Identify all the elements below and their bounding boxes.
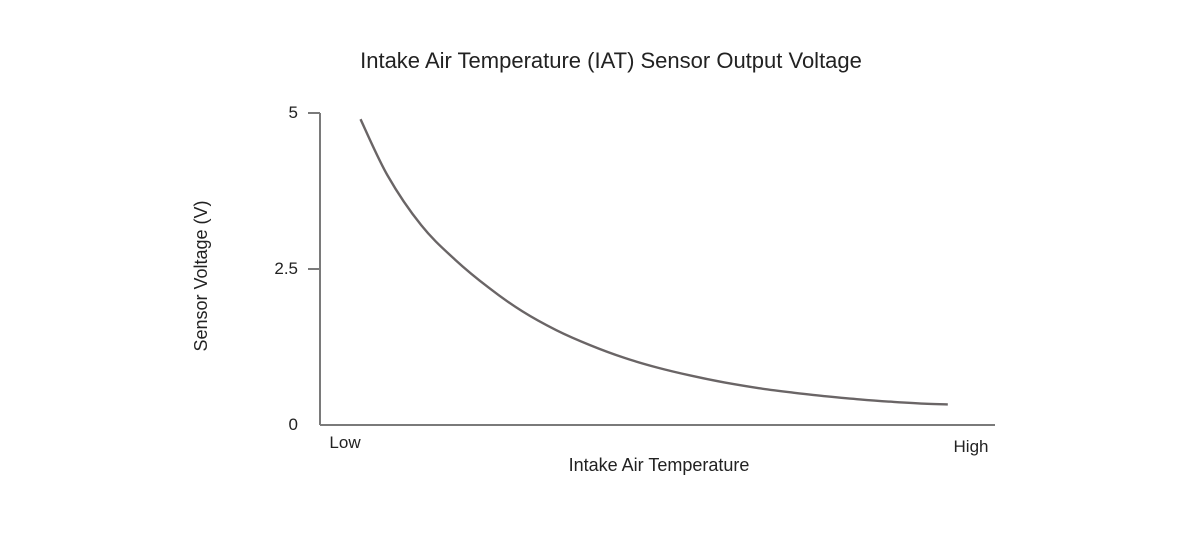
y-axis-label: Sensor Voltage (V) bbox=[191, 200, 211, 351]
x-axis-label: Intake Air Temperature bbox=[569, 455, 750, 475]
voltage-curve-series bbox=[359, 118, 948, 406]
x-tick-label-high: High bbox=[954, 437, 989, 456]
y-tick-label: 2.5 bbox=[274, 259, 298, 278]
axes bbox=[319, 113, 995, 426]
x-tick-label-low: Low bbox=[329, 433, 361, 452]
y-tick-label: 0 bbox=[289, 415, 298, 434]
chart-title: Intake Air Temperature (IAT) Sensor Outp… bbox=[360, 48, 862, 73]
y-tick-label: 5 bbox=[289, 103, 298, 122]
y-ticks: 02.55 bbox=[274, 103, 320, 434]
